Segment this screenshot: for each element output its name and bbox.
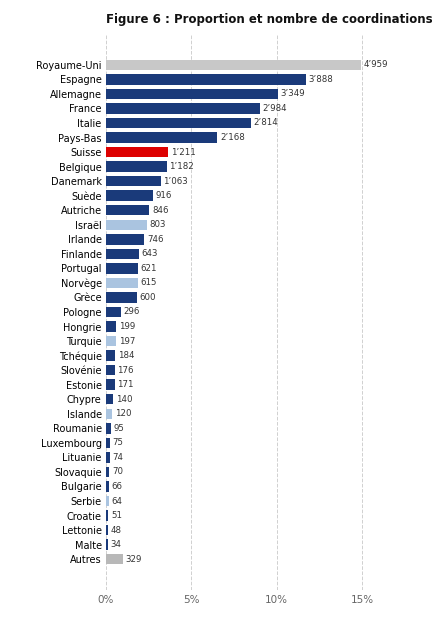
Text: 2’814: 2’814 bbox=[253, 119, 278, 127]
Bar bbox=[106, 467, 109, 477]
Text: 64: 64 bbox=[112, 497, 123, 505]
Bar bbox=[106, 554, 123, 565]
Bar bbox=[106, 74, 306, 85]
Bar bbox=[106, 351, 115, 361]
Bar bbox=[106, 481, 109, 492]
Bar bbox=[106, 132, 217, 143]
Bar bbox=[106, 292, 137, 303]
Bar bbox=[106, 234, 144, 245]
Text: 600: 600 bbox=[139, 293, 156, 302]
Bar bbox=[106, 539, 108, 550]
Text: 621: 621 bbox=[140, 264, 157, 273]
Bar bbox=[106, 220, 147, 230]
Text: 846: 846 bbox=[152, 206, 168, 215]
Text: 803: 803 bbox=[150, 220, 166, 229]
Bar bbox=[106, 336, 116, 346]
Bar bbox=[106, 525, 108, 535]
Text: 3’349: 3’349 bbox=[281, 89, 305, 99]
Text: 4’959: 4’959 bbox=[364, 61, 388, 69]
Text: 329: 329 bbox=[125, 555, 142, 563]
Text: 140: 140 bbox=[116, 395, 132, 404]
Bar bbox=[106, 103, 260, 114]
Text: 199: 199 bbox=[119, 322, 135, 331]
Bar bbox=[106, 365, 115, 376]
Text: 746: 746 bbox=[147, 235, 163, 244]
Text: 197: 197 bbox=[118, 336, 135, 346]
Bar bbox=[106, 452, 110, 462]
Text: 184: 184 bbox=[118, 351, 134, 360]
Text: 1’063: 1’063 bbox=[163, 177, 188, 185]
Bar bbox=[106, 205, 149, 215]
Bar bbox=[106, 147, 168, 157]
Text: 66: 66 bbox=[112, 482, 123, 491]
Bar bbox=[106, 307, 121, 317]
Text: Figure 6 : Proportion et nombre de coordinations par pays: Figure 6 : Proportion et nombre de coord… bbox=[106, 13, 432, 26]
Bar bbox=[106, 59, 361, 70]
Bar bbox=[106, 423, 111, 434]
Text: 1’182: 1’182 bbox=[169, 162, 194, 171]
Bar bbox=[106, 510, 108, 521]
Bar bbox=[106, 321, 116, 332]
Text: 51: 51 bbox=[111, 511, 122, 520]
Text: 296: 296 bbox=[124, 308, 140, 316]
Text: 95: 95 bbox=[113, 424, 124, 433]
Text: 176: 176 bbox=[118, 366, 134, 374]
Bar bbox=[106, 437, 110, 448]
Text: 120: 120 bbox=[114, 409, 131, 418]
Text: 2’984: 2’984 bbox=[262, 104, 287, 113]
Bar bbox=[106, 496, 109, 506]
Text: 75: 75 bbox=[112, 439, 123, 447]
Bar bbox=[106, 176, 161, 187]
Bar bbox=[106, 263, 138, 273]
Text: 3’888: 3’888 bbox=[308, 75, 334, 84]
Text: 70: 70 bbox=[112, 467, 123, 477]
Text: 171: 171 bbox=[117, 380, 134, 389]
Bar bbox=[106, 162, 167, 172]
Bar bbox=[106, 89, 278, 99]
Bar bbox=[106, 409, 112, 419]
Bar bbox=[106, 190, 153, 201]
Text: 1’211: 1’211 bbox=[171, 147, 196, 157]
Text: 916: 916 bbox=[156, 191, 172, 200]
Bar bbox=[106, 248, 139, 259]
Bar bbox=[106, 278, 137, 288]
Bar bbox=[106, 118, 251, 128]
Bar bbox=[106, 394, 113, 404]
Text: 643: 643 bbox=[142, 250, 158, 258]
Text: 34: 34 bbox=[110, 540, 121, 549]
Text: 74: 74 bbox=[112, 453, 123, 462]
Text: 48: 48 bbox=[111, 525, 122, 535]
Text: 615: 615 bbox=[140, 278, 156, 288]
Text: 2’168: 2’168 bbox=[220, 133, 245, 142]
Bar bbox=[106, 379, 114, 390]
